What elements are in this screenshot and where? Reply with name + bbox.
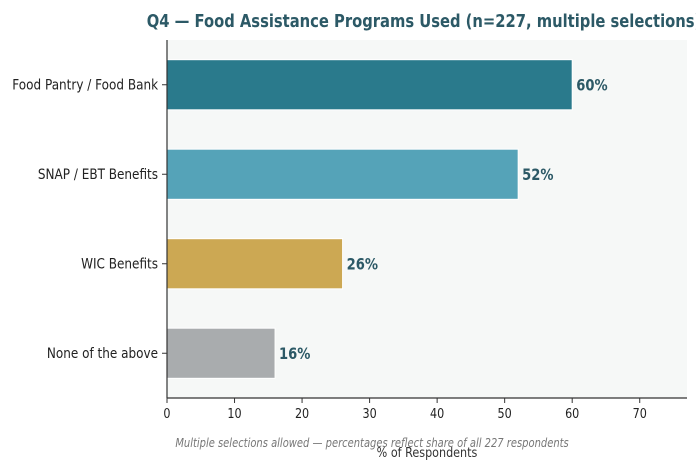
x-tick-label-0: 0 [163, 406, 170, 421]
bar-2 [166, 148, 519, 200]
x-tick-label-20: 20 [295, 406, 309, 421]
chart-title: Q4 — Food Assistance Programs Used (n=22… [147, 11, 696, 32]
bars-layer: 60% 52% 26% 16% [166, 59, 608, 379]
x-tick-label-10: 10 [227, 406, 241, 421]
x-tick-label-40: 40 [430, 406, 444, 421]
x-tick-label-30: 30 [362, 406, 376, 421]
bar-value-label-2: 52% [522, 166, 554, 185]
bar-4 [166, 327, 276, 379]
bar-value-label-3: 26% [347, 256, 379, 275]
category-label-4: None of the above [47, 346, 158, 362]
bar-1 [166, 59, 573, 111]
category-label-3: WIC Benefits [81, 257, 158, 273]
x-axis-title: % of Respondents [377, 445, 478, 460]
bar-3 [166, 238, 344, 290]
bar-value-label-4: 16% [279, 345, 311, 364]
x-tick-label-60: 60 [565, 406, 579, 421]
axes-layer: Food Pantry / Food Bank SNAP / EBT Benefi… [12, 40, 687, 421]
chart-footnote: Multiple selections allowed — percentage… [175, 436, 569, 450]
x-tick-label-70: 70 [633, 406, 647, 421]
x-tick-label-50: 50 [498, 406, 512, 421]
category-label-2: SNAP / EBT Benefits [38, 167, 158, 183]
category-label-1: Food Pantry / Food Bank [12, 78, 158, 94]
bar-value-label-1: 60% [576, 77, 608, 96]
